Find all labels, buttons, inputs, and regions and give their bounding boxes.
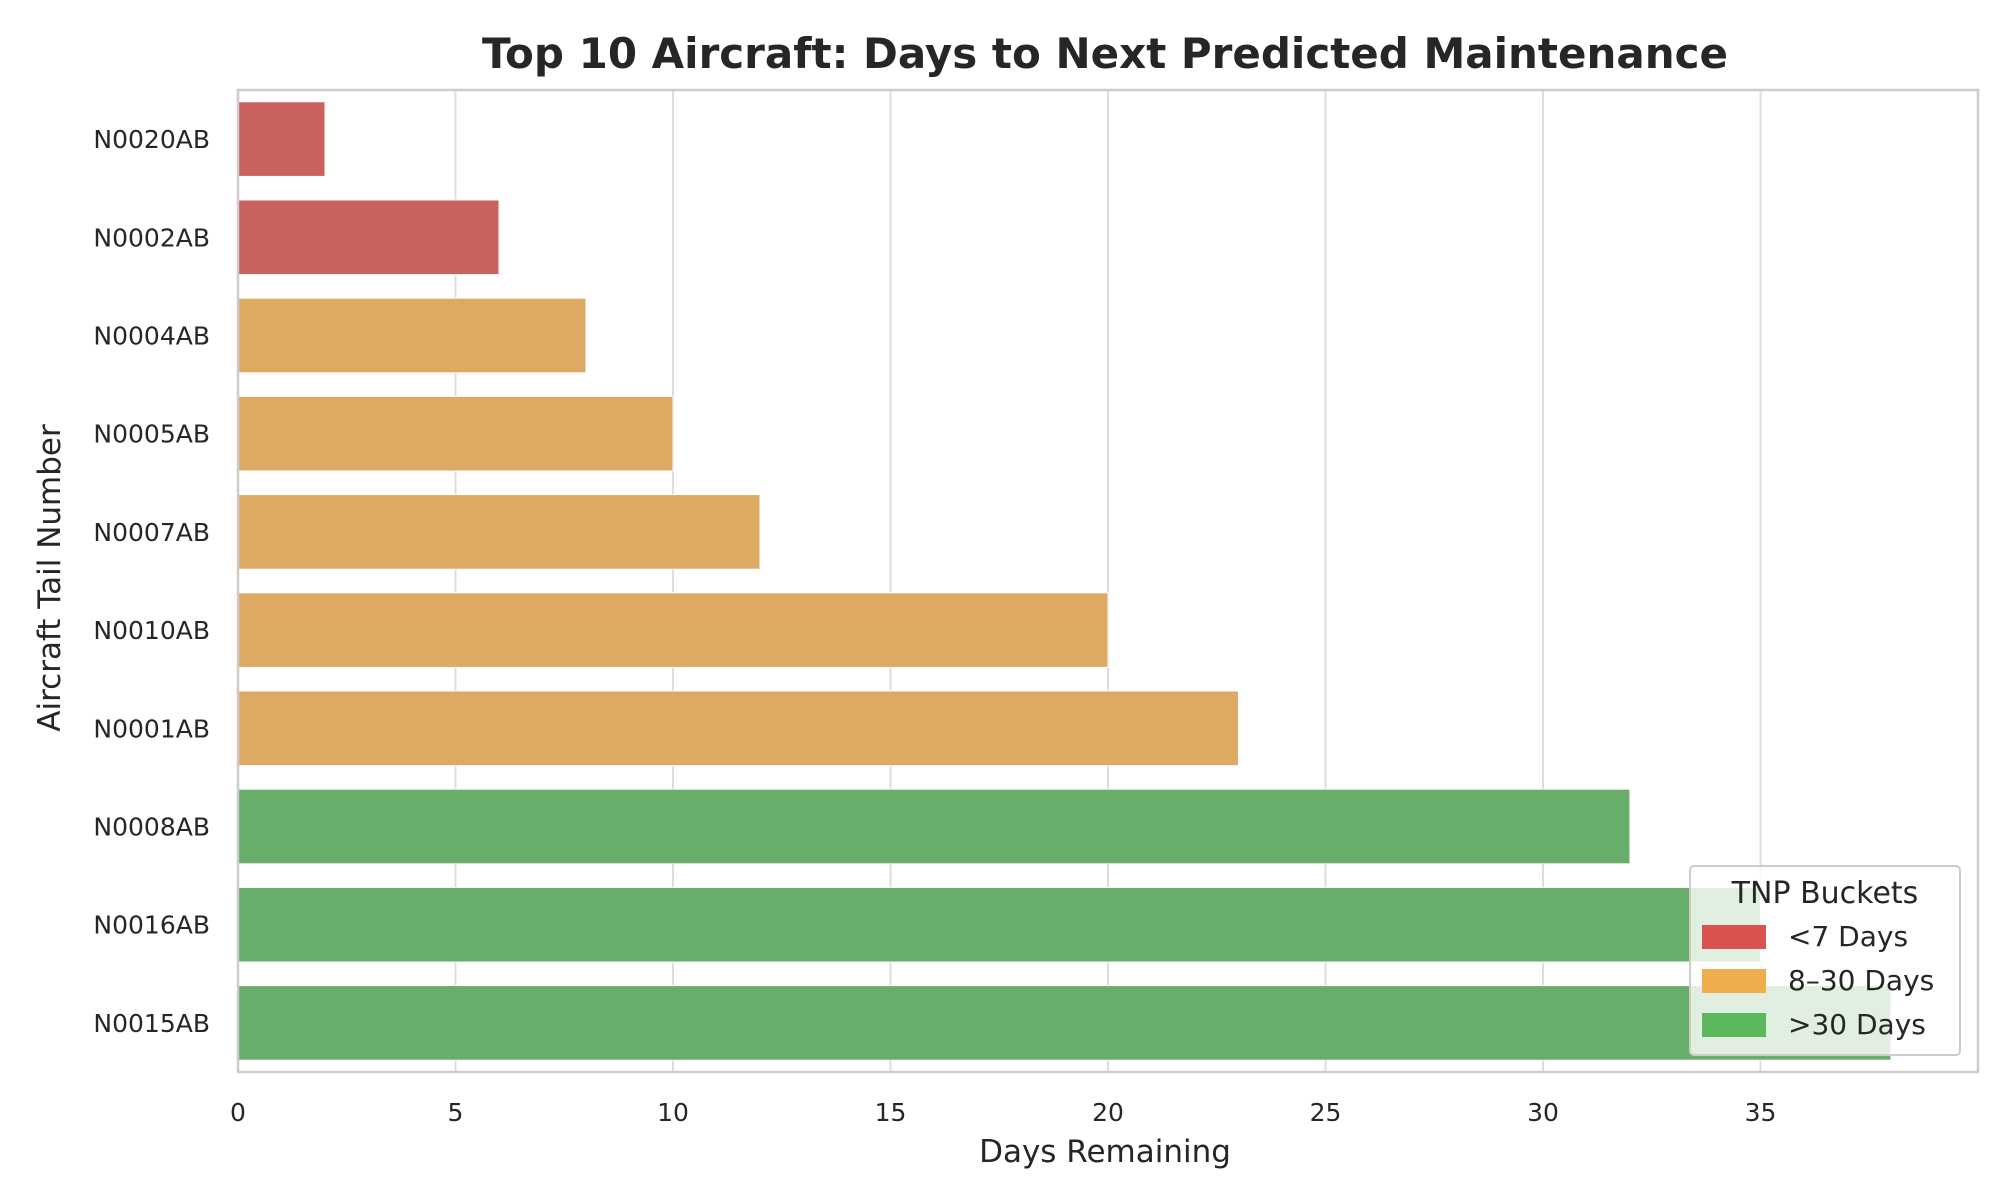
y-tick-label: N0010AB: [93, 616, 210, 645]
x-tick-label: 35: [1745, 1098, 1777, 1127]
bar-n0010ab: [237, 592, 1109, 668]
bar-n0002ab: [237, 199, 500, 276]
y-tick-label: N0015AB: [93, 1009, 210, 1038]
bar-n0016ab: [237, 886, 1761, 963]
x-tick-label: 5: [448, 1098, 464, 1127]
legend-title: TNP Buckets: [1731, 876, 1919, 911]
gridlines: [454, 90, 1762, 1072]
bar-n0004ab: [237, 297, 587, 374]
y-tick-label: N0005AB: [93, 420, 210, 449]
y-tick-label: N0007AB: [93, 518, 210, 547]
x-tick-label: 25: [1310, 1098, 1342, 1127]
legend-swatch: [1702, 969, 1766, 993]
x-tick-label: 0: [230, 1098, 246, 1127]
legend-swatch: [1702, 925, 1766, 949]
bar-n0015ab: [237, 985, 1892, 1061]
bar-n0007ab: [237, 494, 761, 570]
chart-title: Top 10 Aircraft: Days to Next Predicted …: [482, 29, 1728, 78]
legend-swatch: [1702, 1013, 1766, 1037]
x-axis-ticks: 0 5 10 15 20 25 30 35: [230, 1098, 1776, 1127]
x-tick-label: 30: [1527, 1098, 1559, 1127]
legend-label: 8–30 Days: [1788, 964, 1934, 997]
bar-n0008ab: [237, 788, 1631, 865]
y-axis-label: Aircraft Tail Number: [32, 424, 68, 732]
x-tick-label: 10: [657, 1098, 689, 1127]
y-tick-label: N0001AB: [93, 714, 210, 743]
bar-n0005ab: [237, 395, 674, 472]
legend-label: >30 Days: [1788, 1008, 1926, 1041]
bars: [237, 101, 1892, 1061]
legend-box: [1689, 865, 1961, 1056]
x-tick-label: 20: [1092, 1098, 1124, 1127]
x-axis-label: Days Remaining: [979, 1134, 1231, 1170]
y-tick-label: N0008AB: [93, 813, 210, 842]
y-tick-label: N0002AB: [93, 223, 210, 252]
y-tick-label: N0004AB: [93, 322, 210, 351]
legend: TNP Buckets <7 Days 8–30 Days >30 Days: [1689, 865, 1961, 1056]
plot-frame: [236, 88, 1980, 1074]
plot-border: [236, 88, 1980, 1074]
bar-n0001ab: [237, 690, 1239, 767]
legend-label: <7 Days: [1788, 920, 1908, 953]
y-tick-label: N0016AB: [93, 911, 210, 940]
bar-n0020ab: [237, 101, 326, 177]
x-tick-label: 15: [875, 1098, 907, 1127]
y-axis-ticks: N0020AB N0002AB N0004AB N0005AB N0007AB N0010…: [93, 125, 210, 1038]
y-tick-label: N0020AB: [93, 125, 210, 154]
